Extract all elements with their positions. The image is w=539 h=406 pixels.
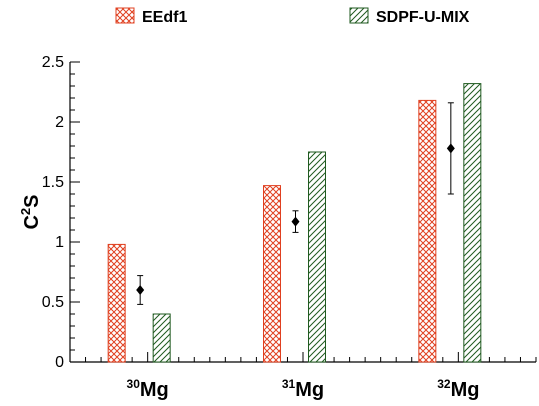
data-point: [291, 216, 300, 227]
bar-sdpf-u-mix: [308, 151, 326, 363]
data-point: [136, 285, 145, 295]
x-category-label: 32Mg: [437, 377, 479, 401]
bar-sdpf-u-mix: [152, 313, 171, 363]
y-tick-label: 1.5: [42, 174, 64, 191]
legend: EEdf1 SDPF-U-MIX: [115, 7, 470, 26]
y-tick-label: 0.5: [42, 294, 64, 311]
bar-eedf1: [263, 185, 281, 363]
bar-sdpf-u-mix: [463, 83, 482, 363]
legend-swatch-sdpf-u-mix: [349, 7, 369, 24]
y-tick-label: 0: [55, 354, 64, 371]
legend-item-eedf1: EEdf1: [115, 7, 187, 26]
legend-item-sdpf-u-mix: SDPF-U-MIX: [349, 7, 470, 26]
bar-eedf1: [418, 99, 437, 363]
y-tick-label: 1: [55, 234, 64, 251]
data-point: [446, 143, 455, 154]
bar-eedf1: [107, 243, 126, 363]
x-category-label: 30Mg: [127, 377, 169, 401]
legend-label-eedf1: EEdf1: [142, 9, 187, 26]
y-tick-label: 2: [55, 114, 64, 131]
legend-label-sdpf-u-mix: SDPF-U-MIX: [376, 9, 470, 26]
x-category-label: 31Mg: [282, 377, 324, 401]
y-tick-label: 2.5: [42, 54, 64, 71]
plot-area: 0 0.5 1 1.5 2 2.5 30Mg 31Mg 32Mg: [42, 54, 537, 401]
y-axis-title: C2S: [18, 194, 43, 229]
legend-swatch-eedf1: [115, 7, 135, 24]
